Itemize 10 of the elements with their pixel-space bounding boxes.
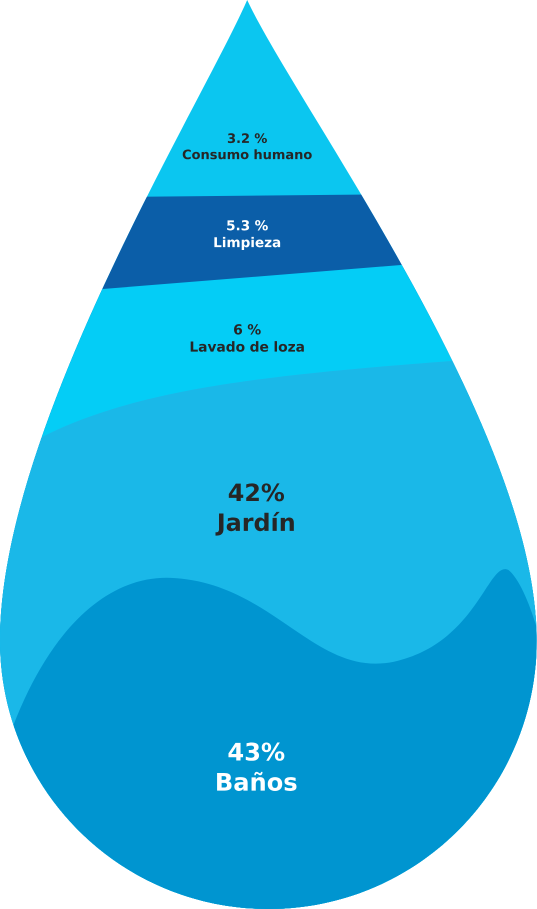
category-label: Baños	[217, 772, 297, 791]
data-label: 42%	[228, 483, 284, 502]
category-label: Jardín	[216, 512, 294, 536]
data-label: 5.3 %	[227, 220, 268, 230]
data-label: 6 %	[234, 324, 261, 335]
category-label: Consumo humano	[182, 149, 312, 160]
data-label: 3.2 %	[228, 133, 268, 144]
category-label: Limpieza	[214, 236, 280, 250]
category-label: Lavado de loza	[190, 341, 304, 352]
data-label: 43%	[228, 742, 284, 761]
